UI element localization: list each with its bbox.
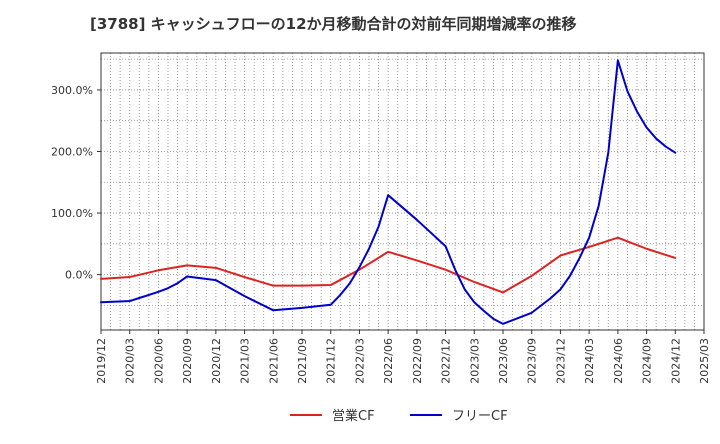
x-tick-label: 2024/06 [612,338,625,384]
x-tick-label: 2025/03 [698,338,711,384]
y-tick-label: 100.0% [51,207,93,220]
series-line-operating-cf [100,236,677,294]
legend-label: 営業CF [332,408,375,424]
x-tick-label: 2022/12 [440,338,453,384]
x-tick-label: 2023/03 [468,338,481,384]
x-tick-label: 2024/12 [669,338,682,384]
x-tick-label: 2023/06 [497,338,510,384]
x-tick-label: 2022/09 [411,338,424,384]
x-tick-label: 2022/03 [353,338,366,384]
x-tick-label: 2021/09 [296,338,309,384]
x-tick-label: 2023/09 [526,338,539,384]
plot-frame [100,52,705,331]
x-tick-label: 2019/12 [95,338,108,384]
chart-title: [3788] キャッシュフローの12か月移動合計の対前年同期増減率の推移 [90,15,577,33]
x-tick-label: 2023/12 [554,338,567,384]
x-tick-label: 2021/12 [325,338,338,384]
series-line-free-cf [100,59,677,325]
x-tick-label: 2024/09 [641,338,654,384]
x-tick-label: 2021/03 [239,338,252,384]
legend-label: フリーCF [452,409,508,424]
x-tick-label: 2020/12 [210,338,223,384]
y-tick-label: 300.0% [51,84,93,97]
y-tick-label: 200.0% [51,145,93,158]
x-tick-label: 2020/06 [152,338,165,384]
x-tick-label: 2020/03 [124,338,137,384]
x-tick-label: 2020/09 [181,338,194,384]
x-tick-label: 2024/03 [583,338,596,384]
x-tick-label: 2022/06 [382,338,395,384]
y-tick-label: 0.0% [65,269,93,282]
plot-area [101,53,704,330]
x-tick-label: 2021/06 [267,338,280,384]
